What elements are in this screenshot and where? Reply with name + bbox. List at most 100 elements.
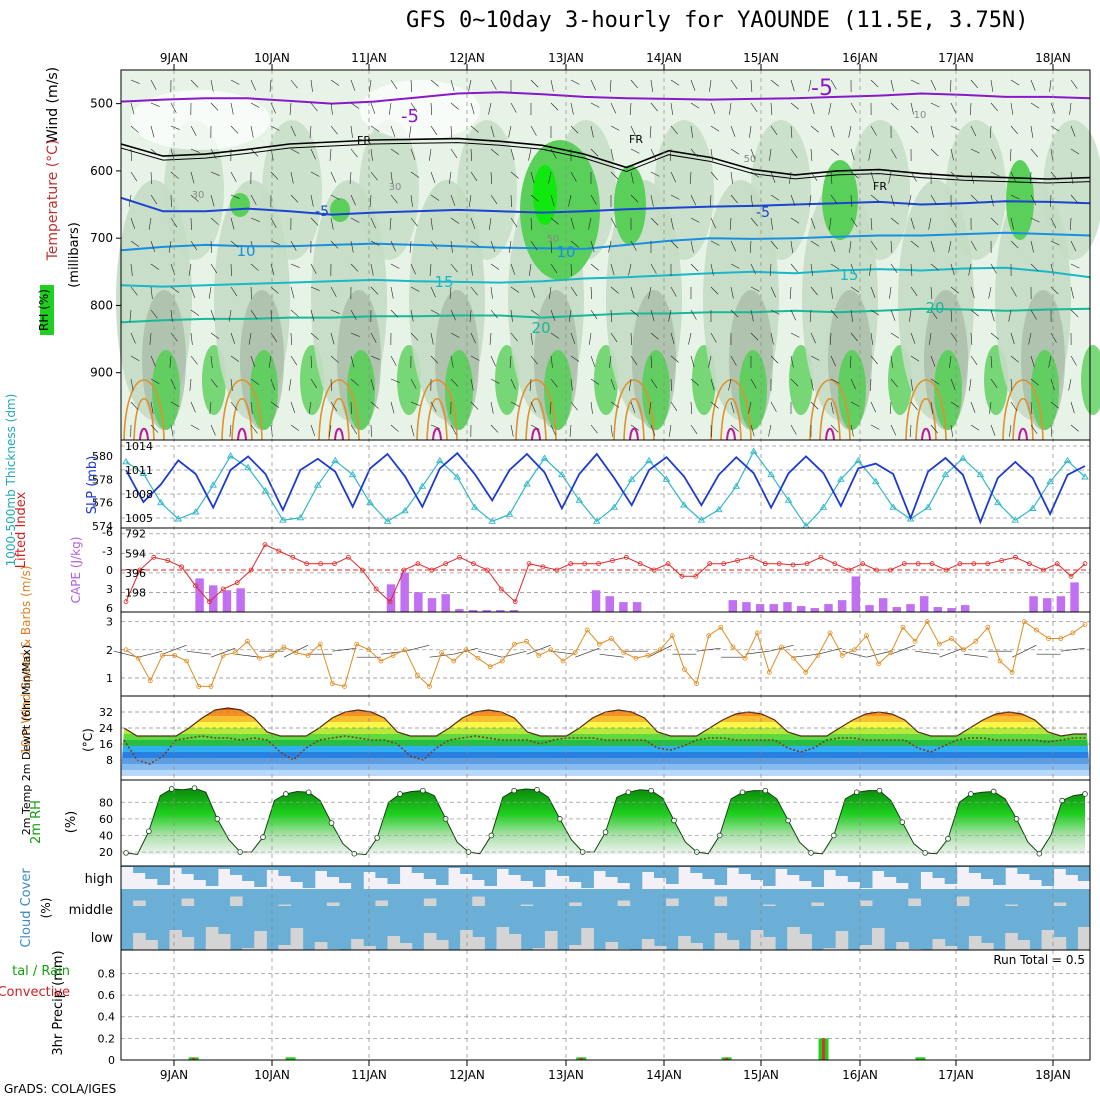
wind-barb xyxy=(570,217,575,230)
isotherm-25-loop xyxy=(221,379,263,441)
wind-barb xyxy=(490,286,493,299)
rh-blob xyxy=(1006,160,1034,240)
wind-barb xyxy=(270,125,280,131)
wind10m-barb xyxy=(939,647,964,658)
wind-barb xyxy=(910,378,913,391)
wind-barb xyxy=(790,194,796,206)
wind10m-barb xyxy=(210,647,236,658)
lifted-index-marker xyxy=(554,567,560,573)
wind-barb xyxy=(948,240,952,253)
lifted-index-marker xyxy=(776,561,782,567)
contour-label: 20 xyxy=(531,319,550,337)
wind-barb xyxy=(950,401,960,408)
wind-barb xyxy=(430,217,433,230)
contour-label: 30 xyxy=(389,182,402,193)
wind-barb xyxy=(910,79,920,85)
wind-barb xyxy=(230,401,238,411)
wind-barb xyxy=(170,401,180,407)
wind-barb xyxy=(130,240,140,247)
wind-barb xyxy=(570,125,579,134)
wind-barb xyxy=(668,424,672,437)
wind-barb xyxy=(490,79,497,90)
cloud-low-bar xyxy=(314,942,328,950)
rh-marker xyxy=(1082,791,1088,797)
lifted-index-marker xyxy=(971,561,977,567)
wind-barb xyxy=(450,378,459,387)
cloud-high-bar xyxy=(702,867,716,879)
wind-barb xyxy=(150,102,160,107)
cape-bar xyxy=(1070,582,1079,612)
cloud-low-bar xyxy=(435,940,449,950)
thickness-marker xyxy=(889,503,897,510)
wind10m-marker xyxy=(718,624,724,630)
wind-barb xyxy=(408,125,412,138)
cloud-high-bar xyxy=(496,867,510,869)
ylabel-cloud-unit: (%) xyxy=(39,898,53,919)
cloud-high-bar xyxy=(363,867,376,872)
wind-barb xyxy=(1070,309,1079,318)
ytick-label-slp: 1014 xyxy=(125,440,153,453)
wind-barb xyxy=(910,355,920,362)
wind-barb xyxy=(630,401,636,413)
wind-barb xyxy=(190,401,196,413)
cloud-mid-bar xyxy=(956,896,970,906)
wind-barb xyxy=(370,102,376,114)
wind-barb xyxy=(250,102,260,108)
wind-barb xyxy=(530,171,535,184)
wind-barb xyxy=(370,263,374,276)
wind-barb xyxy=(650,148,657,160)
isotherm-30-loop xyxy=(1012,397,1034,441)
rh-marker xyxy=(990,788,997,795)
wind10m-marker xyxy=(475,655,481,661)
wind-barb xyxy=(850,263,856,275)
cloud-low-bar xyxy=(762,937,776,950)
wind-barb xyxy=(468,194,472,207)
wind-barb xyxy=(870,401,877,413)
wind-barb xyxy=(390,263,400,269)
wind10m-barb xyxy=(963,653,988,658)
contour-label: 50 xyxy=(744,154,757,165)
wind-barb xyxy=(929,332,932,345)
ylabel-precip: 3hr Precip (mm) xyxy=(51,950,66,1055)
wind-barb xyxy=(190,79,199,88)
wind-barb xyxy=(650,194,654,207)
rh-marker xyxy=(146,828,152,835)
wind-barb xyxy=(770,355,779,364)
cape-bar xyxy=(1029,596,1038,612)
wind-barb xyxy=(790,263,798,273)
wind-barb xyxy=(910,125,919,134)
wind-barb xyxy=(650,332,659,340)
wind-barb xyxy=(630,79,638,89)
wind-barb xyxy=(668,309,672,322)
contour-label: -5 xyxy=(756,205,770,221)
wind10m-marker xyxy=(597,641,602,647)
wind-barb xyxy=(670,125,678,135)
isotherm-30-loop xyxy=(819,397,841,441)
wind-barb xyxy=(770,332,774,345)
wind-barb xyxy=(1070,355,1077,366)
cloud-high-bar xyxy=(484,867,497,886)
wind-barb xyxy=(568,194,572,207)
cape-bar xyxy=(509,610,519,612)
wind-barb xyxy=(530,401,536,413)
wind-barb xyxy=(530,309,540,316)
wind-barb xyxy=(450,309,456,321)
wind-barb xyxy=(1010,171,1017,183)
date-label-top: 18JAN xyxy=(1035,51,1071,65)
wind-barb xyxy=(730,355,737,366)
wind-barb xyxy=(430,125,438,136)
wind-barb xyxy=(450,79,455,92)
ylabel-temp2m: 2m Temp 2m DewPt (6hr Min/Max) xyxy=(20,645,33,835)
contour-label: FR xyxy=(873,180,887,193)
wind-barb xyxy=(1069,102,1072,115)
wind-barb xyxy=(270,217,277,228)
wind-barb xyxy=(1010,102,1014,115)
wind-barb xyxy=(548,286,552,299)
wind-barb xyxy=(1070,125,1076,137)
temp-band xyxy=(121,758,1090,764)
wind-barb xyxy=(909,309,912,322)
isotherm-35-loop xyxy=(237,427,247,441)
wind-barb xyxy=(789,171,792,184)
lifted-index-marker xyxy=(915,561,921,567)
wind-barb xyxy=(770,401,777,412)
